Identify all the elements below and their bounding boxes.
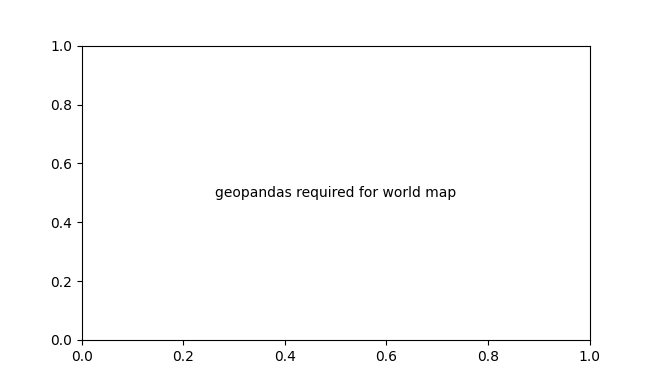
Text: geopandas required for world map: geopandas required for world map (215, 186, 457, 200)
